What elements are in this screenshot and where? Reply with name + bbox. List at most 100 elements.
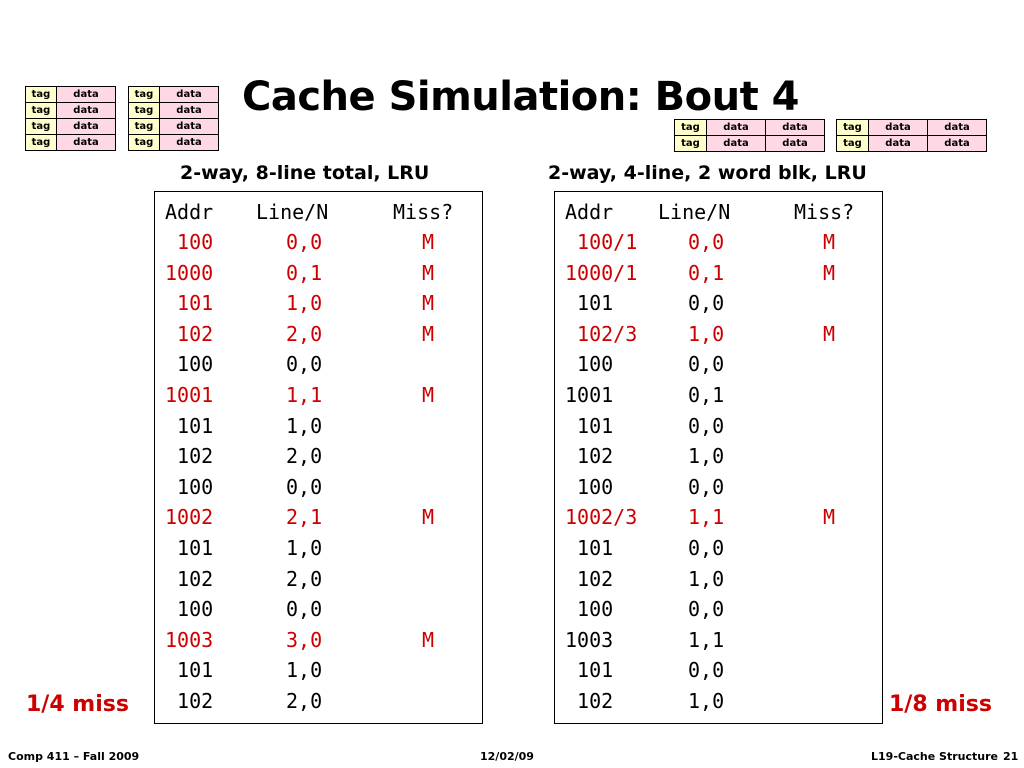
line-cell: 1,0 — [688, 444, 725, 469]
tag-cell: tag — [128, 86, 160, 103]
right-miss-rate: 1/8 miss — [889, 692, 992, 717]
tag-cell: tag — [25, 118, 57, 135]
line-cell: 0,0 — [688, 413, 725, 438]
addr-cell: 100 — [165, 474, 214, 499]
addr-cell: 1003 — [565, 627, 614, 652]
addr-cell: 102 — [165, 321, 214, 346]
miss-cell: M — [422, 627, 435, 652]
addr-cell: 1003 — [165, 627, 214, 652]
miss-cell: M — [823, 505, 836, 530]
line-cell: 1,1 — [688, 627, 725, 652]
data-cell: data — [56, 134, 116, 151]
line-header: Line/N — [658, 200, 731, 224]
data-cell: data — [765, 119, 825, 136]
table-row: 100 0,0 — [155, 597, 482, 628]
table-row: 100/1 0,0 M — [555, 230, 882, 261]
line-cell: 0,0 — [688, 352, 725, 377]
line-cell: 1,0 — [688, 688, 725, 713]
addr-header: Addr — [165, 200, 214, 224]
slide-title: Cache Simulation: Bout 4 — [242, 74, 800, 120]
line-cell: 1,0 — [286, 535, 323, 560]
cache-line: tag data — [25, 102, 116, 119]
left-simulation-table: Addr Line/N Miss? 100 0,0 M 1000 0,1 M 101 1,0… — [154, 191, 483, 724]
miss-cell: M — [823, 260, 836, 285]
addr-cell: 101 — [165, 291, 214, 316]
cache-line: tag data — [25, 134, 116, 151]
addr-cell: 1002/3 — [565, 505, 638, 530]
data-cell: data — [868, 119, 928, 136]
left-subtitle: 2-way, 8-line total, LRU — [180, 162, 430, 184]
data-cell: data — [159, 102, 219, 119]
addr-cell: 102/3 — [565, 321, 638, 346]
line-cell: 0,0 — [688, 230, 725, 254]
line-cell: 0,0 — [286, 352, 323, 377]
tag-cell: tag — [674, 135, 707, 152]
addr-cell: 101 — [565, 291, 614, 316]
addr-cell: 101 — [165, 413, 214, 438]
tag-cell: tag — [128, 102, 160, 119]
tag-cell: tag — [25, 134, 57, 151]
table-row: 1000 0,1 M — [155, 261, 482, 292]
line-cell: 0,0 — [286, 597, 323, 622]
line-cell: 1,1 — [286, 382, 323, 407]
data-cell: data — [868, 135, 928, 152]
table-row: 100 0,0 — [155, 352, 482, 383]
cache-way-1-diagram: tag data tag data tag data tag data — [128, 86, 219, 151]
table-row: 102/3 1,0 M — [555, 322, 882, 353]
table-row: 100 0,0 — [555, 352, 882, 383]
table-row: 101 0,0 — [555, 414, 882, 445]
table-row: 102 1,0 — [555, 567, 882, 598]
footer-lecture: L19-Cache Structure — [871, 750, 998, 763]
data-cell: data — [159, 86, 219, 103]
miss-cell: M — [823, 230, 836, 254]
line-cell: 2,0 — [286, 566, 323, 591]
table-row: 102 1,0 — [555, 689, 882, 720]
addr-cell: 100/1 — [565, 230, 638, 254]
table-row: 102 2,0 — [155, 567, 482, 598]
line-cell: 1,0 — [286, 413, 323, 438]
line-cell: 0,0 — [688, 474, 725, 499]
table-row: 100 0,0 M — [155, 230, 482, 261]
line-cell: 0,0 — [688, 658, 725, 683]
miss-cell: M — [422, 291, 435, 316]
addr-cell: 100 — [565, 352, 614, 377]
table-row: 1001 1,1 M — [155, 383, 482, 414]
table-body: 100 0,0 M 1000 0,1 M 101 1,0 M 102 2,0 M 100 0,0 10… — [155, 230, 482, 720]
miss-cell: M — [422, 382, 435, 407]
right-simulation-table: Addr Line/N Miss? 100/1 0,0 M 1000/1 0,1 M 10… — [554, 191, 883, 724]
cache-way-0-diagram: tag data tag data tag data tag data — [25, 86, 116, 151]
addr-cell: 102 — [165, 566, 214, 591]
line-cell: 0,0 — [286, 474, 323, 499]
data-cell: data — [56, 86, 116, 103]
tag-cell: tag — [674, 119, 707, 136]
tag-cell: tag — [128, 118, 160, 135]
miss-header: Miss? — [794, 200, 855, 224]
addr-cell: 1000 — [165, 260, 214, 285]
addr-cell: 102 — [565, 444, 614, 469]
addr-cell: 100 — [565, 597, 614, 622]
table-row: 102 2,0 M — [155, 322, 482, 353]
addr-cell: 1001 — [165, 382, 214, 407]
table-row: 100 0,0 — [555, 475, 882, 506]
data-cell: data — [56, 102, 116, 119]
line-cell: 0,1 — [688, 382, 725, 407]
line-cell: 0,0 — [688, 535, 725, 560]
table-row: 101 0,0 — [555, 536, 882, 567]
data-cell: data — [927, 135, 987, 152]
line-cell: 1,1 — [688, 505, 725, 530]
data-cell: data — [706, 119, 766, 136]
miss-cell: M — [422, 321, 435, 346]
miss-cell: M — [823, 321, 836, 346]
table-row: 101 0,0 — [555, 291, 882, 322]
table-row: 102 2,0 — [155, 444, 482, 475]
addr-cell: 100 — [165, 597, 214, 622]
addr-cell: 102 — [165, 688, 214, 713]
table-row: 101 1,0 — [155, 536, 482, 567]
cache-line: tag data — [25, 86, 116, 103]
cache-line: tag data data — [836, 119, 987, 136]
addr-cell: 100 — [165, 352, 214, 377]
line-cell: 0,0 — [688, 291, 725, 316]
cache-line: tag data — [25, 118, 116, 135]
addr-cell: 101 — [565, 535, 614, 560]
table-row: 1003 3,0 M — [155, 628, 482, 659]
